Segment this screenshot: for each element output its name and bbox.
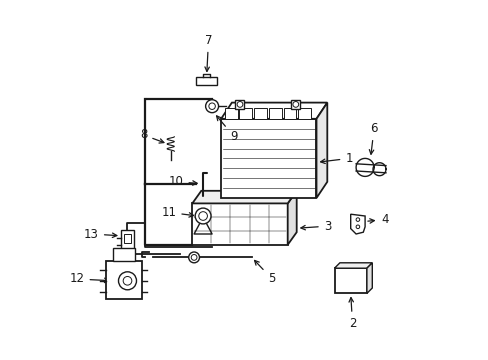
Circle shape bbox=[292, 102, 298, 107]
Polygon shape bbox=[192, 191, 296, 203]
Text: 1: 1 bbox=[320, 152, 352, 165]
Polygon shape bbox=[221, 103, 326, 119]
Circle shape bbox=[355, 225, 359, 229]
Circle shape bbox=[123, 276, 132, 285]
Text: 11: 11 bbox=[161, 206, 193, 219]
Bar bbox=[283, 108, 296, 119]
Text: 13: 13 bbox=[84, 228, 117, 240]
Circle shape bbox=[208, 103, 215, 109]
Text: 2: 2 bbox=[348, 298, 356, 330]
Text: 8: 8 bbox=[140, 129, 163, 143]
Bar bbox=[224, 108, 237, 119]
Bar bbox=[221, 119, 316, 198]
Text: 9: 9 bbox=[216, 116, 237, 143]
Circle shape bbox=[205, 100, 218, 113]
Polygon shape bbox=[366, 263, 371, 293]
Text: 3: 3 bbox=[300, 220, 330, 233]
Bar bbox=[254, 108, 266, 119]
Text: 6: 6 bbox=[368, 122, 377, 154]
Bar bbox=[123, 234, 131, 243]
Polygon shape bbox=[350, 214, 365, 234]
Bar bbox=[298, 108, 310, 119]
Text: 12: 12 bbox=[69, 273, 109, 285]
Bar bbox=[268, 108, 281, 119]
Bar bbox=[196, 77, 217, 85]
Bar bbox=[106, 261, 142, 299]
Polygon shape bbox=[287, 191, 296, 245]
Circle shape bbox=[118, 272, 136, 290]
Circle shape bbox=[199, 212, 207, 220]
Bar bbox=[235, 100, 244, 109]
Polygon shape bbox=[316, 103, 326, 198]
Circle shape bbox=[188, 252, 199, 263]
Text: 10: 10 bbox=[168, 175, 197, 188]
Text: 7: 7 bbox=[204, 34, 212, 71]
Text: 4: 4 bbox=[367, 213, 388, 226]
Polygon shape bbox=[334, 263, 371, 268]
Bar bbox=[113, 248, 134, 261]
Bar bbox=[121, 230, 134, 250]
Bar bbox=[192, 203, 287, 245]
Bar bbox=[334, 268, 366, 293]
Circle shape bbox=[237, 102, 243, 107]
Circle shape bbox=[195, 208, 211, 224]
Circle shape bbox=[355, 218, 359, 221]
Bar bbox=[291, 100, 300, 109]
Text: 5: 5 bbox=[254, 260, 275, 285]
Bar bbox=[239, 108, 252, 119]
Circle shape bbox=[191, 255, 197, 260]
